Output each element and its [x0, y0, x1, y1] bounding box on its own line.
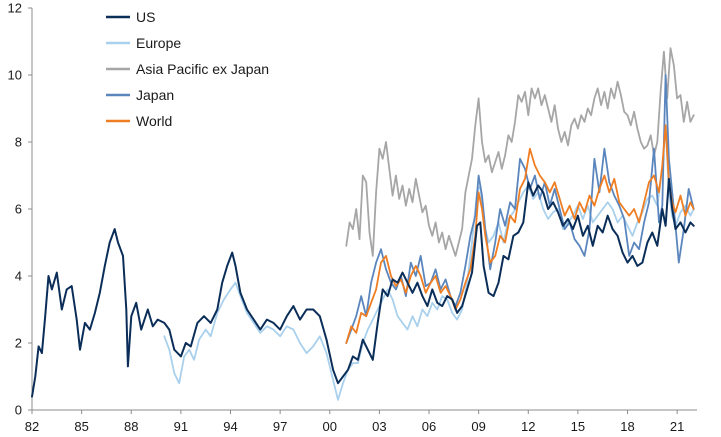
- series-line-asia-pacific-ex-japan: [345, 47, 695, 257]
- legend-label-japan: Japan: [136, 87, 174, 103]
- x-tick-label: 06: [422, 419, 436, 434]
- legend-label-europe: Europe: [136, 35, 181, 51]
- x-tick-label: 85: [74, 419, 88, 434]
- legend-label-us: US: [136, 9, 155, 25]
- y-tick-label: 0: [15, 403, 22, 418]
- x-tick-label: 18: [620, 419, 634, 434]
- y-tick-label: 12: [8, 1, 22, 16]
- x-tick-label: 03: [372, 419, 386, 434]
- x-tick-label: 21: [670, 419, 684, 434]
- y-tick-label: 2: [15, 336, 22, 351]
- series-line-europe: [163, 124, 695, 401]
- x-tick-label: 91: [174, 419, 188, 434]
- series-line-world: [345, 124, 695, 344]
- x-tick-label: 88: [124, 419, 138, 434]
- y-tick-label: 4: [15, 269, 22, 284]
- x-tick-label: 94: [223, 419, 237, 434]
- x-tick-label: 97: [273, 419, 287, 434]
- legend-label-world: World: [136, 113, 172, 129]
- legend-label-asia-pacific-ex-japan: Asia Pacific ex Japan: [136, 61, 269, 77]
- x-tick-label: 12: [521, 419, 535, 434]
- x-tick-label: 82: [25, 419, 39, 434]
- legend: US Europe Asia Pacific ex Japan Japan World: [106, 9, 269, 129]
- x-tick-label: 15: [571, 419, 585, 434]
- axes: 0 2 4 6 8 10 12 82 85 88 91 94 97 00 03 06 09 12 15 18 21: [8, 1, 697, 434]
- y-tick-label: 8: [15, 135, 22, 150]
- series-line-us: [31, 177, 695, 398]
- x-tick-label: 09: [471, 419, 485, 434]
- x-tick-label: 00: [323, 419, 337, 434]
- y-tick-label: 10: [8, 68, 22, 83]
- y-tick-label: 6: [15, 202, 22, 217]
- series-lines: [31, 47, 695, 401]
